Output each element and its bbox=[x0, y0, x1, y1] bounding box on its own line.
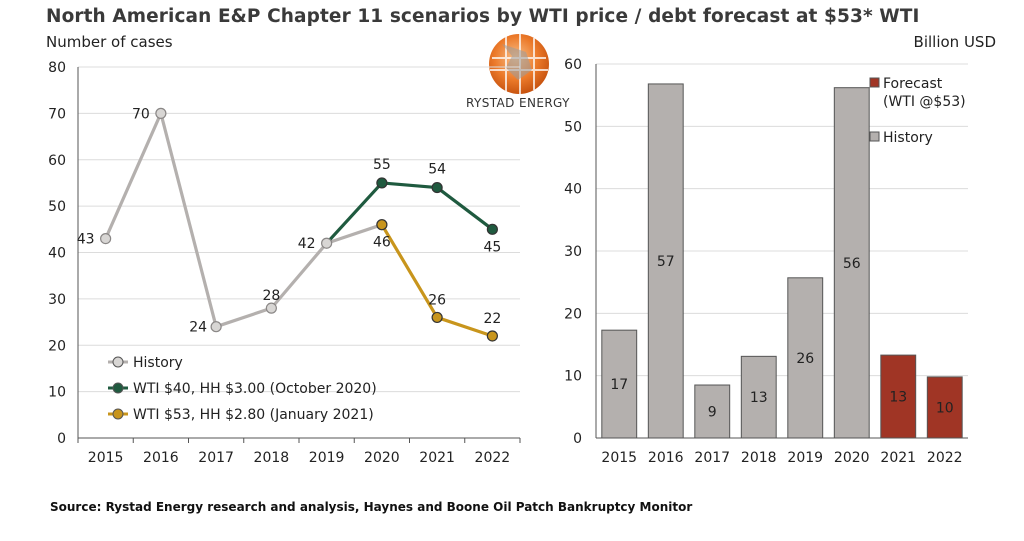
data-point bbox=[431, 311, 443, 324]
bar-label: 57 bbox=[657, 254, 675, 270]
y-tick-label: 60 bbox=[48, 153, 66, 169]
y-tick-label: 40 bbox=[48, 246, 66, 262]
x-tick-label: 2015 bbox=[601, 450, 637, 466]
y-tick-label: 30 bbox=[48, 292, 66, 308]
source-note: Source: Rystad Energy research and analy… bbox=[50, 500, 693, 514]
x-tick-label: 2022 bbox=[475, 450, 511, 466]
y-tick-label: 0 bbox=[57, 431, 66, 447]
bar bbox=[926, 376, 963, 439]
y-tick-label: 10 bbox=[564, 369, 582, 385]
data-point bbox=[210, 321, 222, 333]
legend-sublabel: (WTI @$53) bbox=[883, 94, 966, 110]
series-line bbox=[104, 111, 383, 329]
data-point bbox=[431, 181, 443, 194]
y-tick-label: 30 bbox=[564, 244, 582, 260]
x-tick-label: 2020 bbox=[364, 450, 400, 466]
y-tick-label: 50 bbox=[564, 119, 582, 135]
bar bbox=[787, 277, 824, 439]
y-tick-label: 0 bbox=[573, 431, 582, 447]
legend-label: History bbox=[133, 355, 183, 371]
y-tick-label: 50 bbox=[48, 199, 66, 215]
data-point bbox=[376, 219, 388, 231]
x-tick-label: 2018 bbox=[254, 450, 290, 466]
legend-marker bbox=[112, 408, 124, 420]
right-axis-unit: Billion USD bbox=[913, 33, 996, 51]
data-point bbox=[100, 232, 112, 245]
x-tick-label: 2021 bbox=[880, 450, 916, 466]
data-label: 55 bbox=[373, 157, 391, 173]
bar-label: 13 bbox=[750, 390, 768, 406]
x-tick-label: 2016 bbox=[143, 450, 179, 466]
bar bbox=[647, 83, 684, 439]
bar-label: 56 bbox=[843, 256, 861, 272]
chart-title: North American E&P Chapter 11 scenarios … bbox=[46, 6, 920, 27]
y-tick-label: 10 bbox=[48, 385, 66, 401]
legend-marker bbox=[112, 356, 124, 368]
data-point bbox=[155, 107, 167, 119]
bar bbox=[601, 329, 638, 439]
data-label: 42 bbox=[298, 236, 316, 252]
data-label: 43 bbox=[77, 232, 95, 248]
legend-swatch bbox=[869, 131, 880, 142]
data-point bbox=[486, 223, 498, 235]
y-tick-label: 80 bbox=[48, 60, 66, 76]
data-point bbox=[376, 177, 388, 189]
legend-label: History bbox=[883, 130, 933, 146]
y-tick-label: 20 bbox=[564, 306, 582, 322]
x-tick-label: 2016 bbox=[648, 450, 684, 466]
right-bar-chart: 0 10 20 30 40 50 60 17 2015 57 2016 9 2017 13 2018 26 20… bbox=[564, 57, 968, 466]
y-tick-label: 20 bbox=[48, 338, 66, 354]
data-label: 46 bbox=[373, 235, 391, 251]
x-tick-label: 2022 bbox=[927, 450, 963, 466]
data-label: 26 bbox=[428, 292, 446, 308]
x-tick-label: 2021 bbox=[419, 450, 455, 466]
y-tick-label: 40 bbox=[564, 182, 582, 198]
rystad-logo bbox=[489, 34, 549, 94]
bar-label: 9 bbox=[708, 405, 717, 421]
data-label: 22 bbox=[483, 311, 501, 327]
legend-marker bbox=[112, 382, 124, 394]
bar bbox=[880, 354, 917, 439]
x-tick-label: 2018 bbox=[741, 450, 777, 466]
data-label: 54 bbox=[428, 162, 446, 178]
data-point bbox=[265, 302, 277, 314]
legend-swatch bbox=[869, 77, 880, 88]
data-label: 70 bbox=[132, 106, 150, 122]
data-point bbox=[321, 237, 333, 249]
y-tick-label: 70 bbox=[48, 106, 66, 122]
data-label: 28 bbox=[262, 288, 280, 304]
legend-label: Forecast bbox=[883, 76, 943, 92]
y-tick-label: 60 bbox=[564, 57, 582, 73]
bar bbox=[833, 87, 870, 439]
data-label: 45 bbox=[483, 239, 501, 255]
x-tick-label: 2019 bbox=[309, 450, 345, 466]
data-label: 24 bbox=[189, 320, 207, 336]
x-tick-label: 2019 bbox=[787, 450, 823, 466]
legend-label: WTI $53, HH $2.80 (January 2021) bbox=[133, 407, 374, 423]
bar bbox=[740, 355, 777, 439]
left-line-chart: 0 10 20 30 40 50 60 70 80 2015 2016 2017 2018 2019 202… bbox=[48, 60, 521, 466]
data-point bbox=[486, 330, 498, 342]
x-tick-label: 2017 bbox=[694, 450, 730, 466]
series-line bbox=[325, 181, 494, 245]
bar-label: 17 bbox=[610, 377, 628, 393]
bar-label: 13 bbox=[889, 390, 907, 406]
left-axis-unit: Number of cases bbox=[46, 33, 173, 51]
bar-label: 10 bbox=[936, 400, 954, 416]
x-tick-label: 2015 bbox=[88, 450, 124, 466]
x-tick-label: 2020 bbox=[834, 450, 870, 466]
legend-label: WTI $40, HH $3.00 (October 2020) bbox=[133, 381, 377, 397]
logo-text: RYSTAD ENERGY bbox=[466, 96, 570, 110]
bar-label: 26 bbox=[796, 351, 814, 367]
bar bbox=[694, 384, 731, 439]
x-tick-label: 2017 bbox=[198, 450, 234, 466]
